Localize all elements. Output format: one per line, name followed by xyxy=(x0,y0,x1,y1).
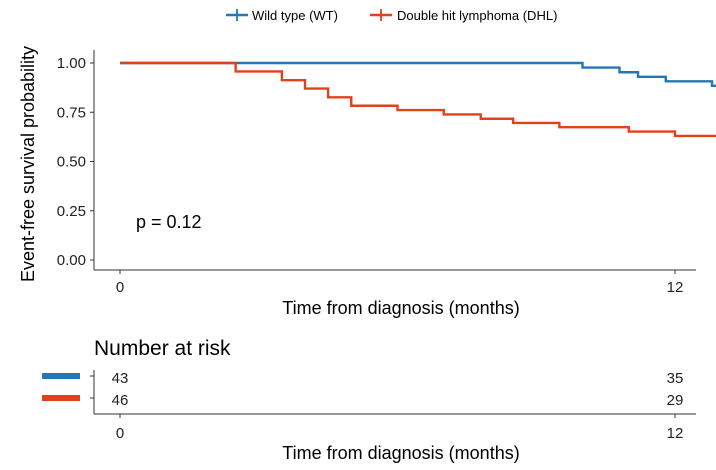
y-tick-label: 0.75 xyxy=(57,104,86,121)
x-axis-title: Time from diagnosis (months) xyxy=(282,298,519,318)
x-tick-label: 12 xyxy=(667,279,684,296)
risk-row-swatch-wt xyxy=(42,373,80,379)
risk-x-ticks: 01224364860 xyxy=(116,414,684,442)
y-tick-label: 1.00 xyxy=(57,55,86,72)
risk-count: 35 xyxy=(667,370,684,387)
x-ticks: 01224364860 xyxy=(116,270,684,296)
x-tick-label: 0 xyxy=(116,279,124,296)
risk-x-tick-label: 12 xyxy=(667,425,684,442)
dhl-survival-line xyxy=(120,61,716,138)
y-tick-label: 0.50 xyxy=(57,154,86,171)
risk-x-tick-label: 0 xyxy=(116,425,124,442)
risk-rows: 4335281811446292518119 xyxy=(42,370,684,409)
risk-count: 29 xyxy=(667,392,684,409)
risk-count: 46 xyxy=(112,392,129,409)
legend: Wild type (WT) Double hit lymphoma (DHL) xyxy=(226,8,557,23)
risk-count: 43 xyxy=(112,370,129,387)
y-tick-label: 0.00 xyxy=(57,252,86,269)
y-tick-label: 0.25 xyxy=(57,203,86,220)
risk-row-swatch-dhl xyxy=(42,395,80,401)
p-value-annotation: p = 0.12 xyxy=(136,212,202,232)
legend-label: Wild type (WT) xyxy=(252,8,338,23)
risk-table-title: Number at risk xyxy=(94,337,231,360)
wt-survival-line xyxy=(120,61,716,88)
legend-label: Double hit lymphoma (DHL) xyxy=(397,8,557,23)
risk-table: Number at risk 4335281811446292518119 01… xyxy=(42,337,696,463)
plot-area: 0.000.250.500.751.00 01224364860 p = 0.1… xyxy=(57,50,716,296)
risk-x-axis-title: Time from diagnosis (months) xyxy=(282,443,519,463)
y-axis-title: Event-free survival probability xyxy=(18,46,38,282)
survival-curves xyxy=(120,61,716,138)
y-ticks: 0.00 0.25 0.50 0.75 1.00 xyxy=(57,55,94,269)
